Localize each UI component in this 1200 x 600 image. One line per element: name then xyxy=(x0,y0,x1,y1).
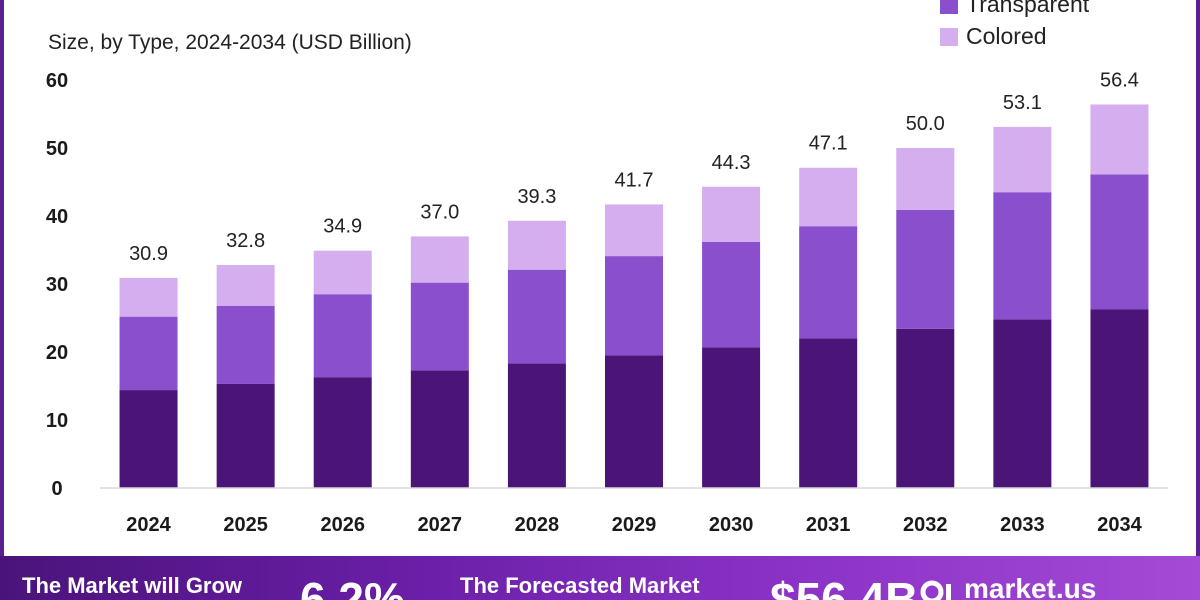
bar-segment-transparent-2024 xyxy=(119,316,178,391)
forecast-value: $56.4B xyxy=(770,573,919,600)
bar-segment-transparent-2025 xyxy=(216,305,275,384)
bar-segment-base-2032 xyxy=(896,328,955,488)
left-frame-border xyxy=(0,0,4,556)
bars xyxy=(119,104,1149,488)
y-tick-label: 10 xyxy=(46,410,68,432)
market-grow-label: The Market will Grow xyxy=(22,573,243,598)
x-tick-label-2028: 2028 xyxy=(515,514,560,536)
bar-segment-base-2029 xyxy=(605,355,663,488)
total-label-2032: 50.0 xyxy=(906,113,945,135)
legend-label-transparent: Transparent xyxy=(966,0,1090,17)
bar-segment-colored-2034 xyxy=(1090,104,1149,175)
x-tick-label-2030: 2030 xyxy=(709,514,754,536)
y-tick-label: 20 xyxy=(46,342,68,364)
x-tick-label-2024: 2024 xyxy=(126,514,171,536)
x-tick-label-2026: 2026 xyxy=(320,514,365,536)
stacked-bar-chart: Size, by Type, 2024-2034 (USD Billion) T… xyxy=(0,0,1200,556)
x-tick-label-2031: 2031 xyxy=(806,514,851,536)
right-frame-border xyxy=(1196,0,1200,556)
total-label-2029: 41.7 xyxy=(615,169,654,191)
bar-segment-base-2034 xyxy=(1090,309,1149,488)
bar-segment-colored-2026 xyxy=(313,250,372,295)
brand-name: market.us xyxy=(964,573,1097,600)
y-tick-label: 0 xyxy=(51,478,62,500)
y-axis: 0 10 20 30 40 50 60 xyxy=(46,70,68,500)
x-tick-label-2025: 2025 xyxy=(223,514,268,536)
bar-segment-colored-2031 xyxy=(799,167,858,227)
total-label-2033: 53.1 xyxy=(1003,92,1042,114)
legend: Transparent Colored xyxy=(940,0,1090,49)
total-label-2030: 44.3 xyxy=(712,152,751,174)
bar-segment-base-2031 xyxy=(799,338,858,488)
cagr-value: 6.2% xyxy=(300,573,405,600)
bar-segment-colored-2033 xyxy=(993,126,1052,193)
bar-segment-transparent-2027 xyxy=(410,282,469,371)
x-tick-label-2029: 2029 xyxy=(612,514,657,536)
bar-segment-base-2025 xyxy=(216,383,275,488)
bar-segment-base-2030 xyxy=(702,347,761,488)
bar-segment-base-2024 xyxy=(119,390,178,488)
y-tick-label: 60 xyxy=(46,70,68,92)
bar-segment-colored-2025 xyxy=(216,264,275,306)
bar-segment-transparent-2028 xyxy=(507,269,566,364)
bar-segment-transparent-2033 xyxy=(993,192,1052,320)
footer-banner: The Market will Grow 6.2% The Forecasted… xyxy=(0,556,1200,600)
bar-segment-colored-2024 xyxy=(119,277,178,317)
bar-segment-transparent-2034 xyxy=(1090,174,1149,310)
y-tick-label: 40 xyxy=(46,206,68,228)
legend-label-colored: Colored xyxy=(966,23,1047,49)
bar-segment-base-2026 xyxy=(313,377,372,488)
bar-segment-transparent-2030 xyxy=(702,241,761,348)
total-label-2026: 34.9 xyxy=(323,216,362,238)
bar-segment-transparent-2031 xyxy=(799,226,858,339)
x-axis: 2024 2025 2026 2027 2028 2029 2030 2031 2032 2033… xyxy=(100,487,1168,536)
bar-segment-base-2028 xyxy=(507,363,566,488)
chart-subtitle: Size, by Type, 2024-2034 (USD Billion) xyxy=(48,31,412,54)
bar-segment-base-2033 xyxy=(993,319,1052,488)
total-label-2027: 37.0 xyxy=(420,201,459,223)
bar-segment-transparent-2029 xyxy=(605,256,663,356)
total-label-2034: 56.4 xyxy=(1100,69,1139,91)
bar-segment-transparent-2032 xyxy=(896,209,955,329)
x-tick-label-2032: 2032 xyxy=(903,514,948,536)
bar-segment-colored-2029 xyxy=(605,204,663,257)
bar-segment-colored-2032 xyxy=(896,148,955,210)
y-tick-label: 30 xyxy=(46,274,68,296)
forecast-label: The Forecasted Market xyxy=(460,573,700,598)
bar-segment-colored-2028 xyxy=(507,220,566,270)
legend-swatch-colored xyxy=(940,28,958,46)
legend-swatch-transparent xyxy=(940,0,958,14)
y-tick-label: 50 xyxy=(46,138,68,160)
total-label-2025: 32.8 xyxy=(226,230,265,252)
total-label-2024: 30.9 xyxy=(129,243,168,265)
total-label-2031: 47.1 xyxy=(809,133,848,155)
brand-logo-icon xyxy=(920,580,951,600)
bar-segment-colored-2030 xyxy=(702,186,761,242)
bar-segment-transparent-2026 xyxy=(313,294,372,378)
total-label-2028: 39.3 xyxy=(517,186,556,208)
x-tick-label-2027: 2027 xyxy=(418,514,463,536)
x-tick-label-2033: 2033 xyxy=(1000,514,1045,536)
bar-segment-base-2027 xyxy=(410,370,469,488)
bar-segment-colored-2027 xyxy=(410,236,469,283)
total-labels: 30.9 32.8 34.9 37.0 39.3 41.7 44.3 47.1 50.0 53.1… xyxy=(129,69,1139,264)
x-tick-label-2034: 2034 xyxy=(1097,514,1142,536)
